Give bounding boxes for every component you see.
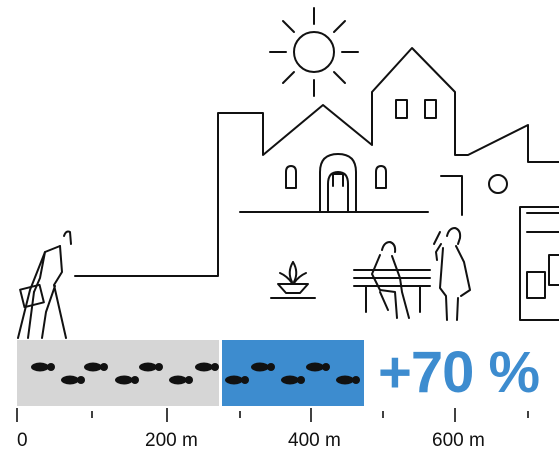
footprint-10 [281,375,299,385]
sun-icon [269,7,359,97]
footprint-heel-2 [155,363,163,371]
skyline-outline [74,47,559,277]
tick-label-600m: 600 m [432,430,485,451]
footprint-heel-6 [77,376,85,384]
footprint-3 [195,362,213,372]
footprint-heel-3 [211,363,219,371]
footprint-heel-11 [352,376,360,384]
footprint-2 [139,362,157,372]
bench-person-icon [353,241,431,319]
standing-person-icon [433,227,471,321]
footprint-heel-0 [47,363,55,371]
footprint-heel-1 [100,363,108,371]
footprint-heel-9 [241,376,249,384]
house-icon [395,99,437,119]
footprint-4 [251,362,269,372]
fountain-icon [270,261,316,299]
footprint-5 [306,362,324,372]
distance-axis [16,408,529,422]
footprint-0 [31,362,49,372]
footprint-heel-7 [131,376,139,384]
tall-building-icon [440,174,559,321]
footprint-8 [169,375,187,385]
townhall-icon [239,153,429,213]
tick-label-200m: 200 m [145,430,198,451]
footprint-9 [225,375,243,385]
footprint-heel-10 [297,376,305,384]
footprint-heel-5 [322,363,330,371]
footprint-heel-8 [185,376,193,384]
walking-person-icon [17,230,72,339]
footprint-7 [115,375,133,385]
footprint-1 [84,362,102,372]
tick-label-0: 0 [17,430,28,451]
extra-distance-band [222,340,364,406]
footprint-11 [336,375,354,385]
walking-increase-label: +70 % [378,340,540,405]
tick-label-400m: 400 m [288,430,341,451]
footprint-heel-4 [267,363,275,371]
baseline-distance-band [17,340,219,406]
footprints-icon [31,362,360,385]
footprint-6 [61,375,79,385]
